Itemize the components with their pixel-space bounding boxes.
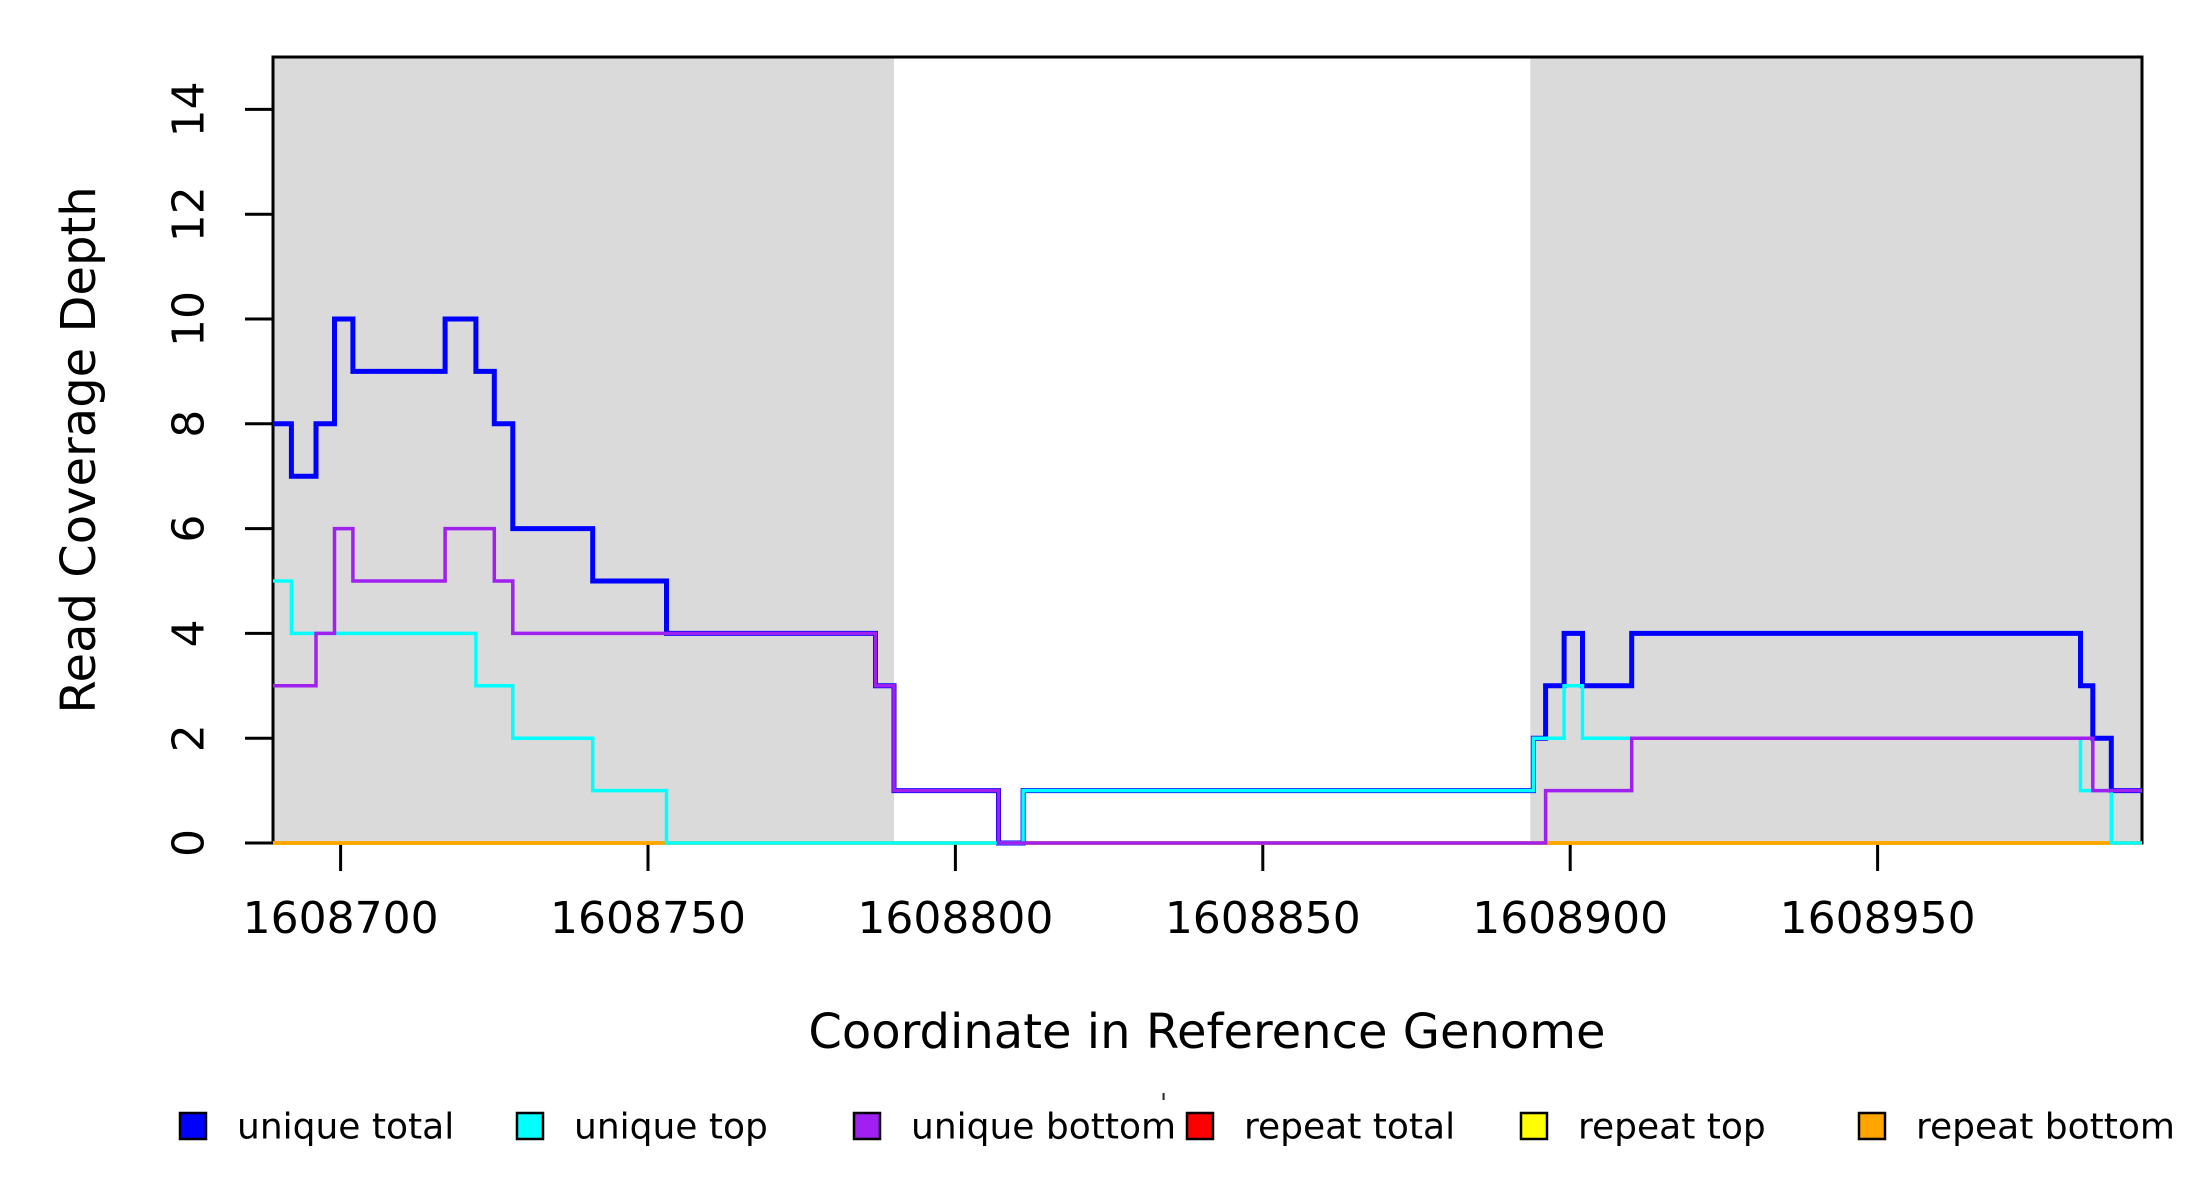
legend-swatch-unique-bottom — [852, 1111, 882, 1141]
legend-swatch-repeat-total — [1185, 1111, 1215, 1141]
legend-item-unique-total: unique total — [178, 1107, 454, 1148]
x-tick-label: 1608800 — [857, 893, 1053, 944]
plot-area: 1608700 1608750 1608800 1608850 1608900 16089… — [163, 55, 2144, 944]
legend-swatch-unique-total — [178, 1111, 208, 1141]
x-tick-label: 1608700 — [243, 893, 439, 944]
legend-item-unique-top: unique top — [515, 1107, 768, 1148]
legend-label-repeat-bottom: repeat bottom — [1916, 1107, 2175, 1148]
legend-swatch-repeat-top — [1519, 1111, 1549, 1141]
y-tick-label: 10 — [163, 291, 214, 347]
legend-label-repeat-top: repeat top — [1578, 1107, 1766, 1148]
legend-label-repeat-total: repeat total — [1244, 1107, 1455, 1148]
y-tick-label: 2 — [163, 724, 214, 752]
x-tick-label: 1608950 — [1780, 893, 1976, 944]
legend-label-unique-bottom: unique bottom — [911, 1107, 1176, 1148]
legend-label-unique-top: unique top — [574, 1107, 768, 1148]
y-tick-label: 4 — [163, 619, 214, 647]
series-line-unique-top — [273, 579, 2142, 845]
x-tick-label: 1608750 — [550, 893, 746, 944]
legend-swatch-repeat-bottom — [1857, 1111, 1887, 1141]
legend-item-unique-bottom: unique bottom — [852, 1107, 1176, 1148]
legend-item-repeat-total: repeat total — [1185, 1107, 1455, 1148]
y-tick-label: 8 — [163, 410, 214, 438]
y-tick-label: 12 — [163, 186, 214, 242]
x-axis-title: Coordinate in Reference Genome — [808, 1004, 1605, 1060]
legend-item-repeat-top: repeat top — [1519, 1107, 1766, 1148]
left-repeat-region-shading — [273, 57, 894, 843]
y-tick-label: 6 — [163, 515, 214, 543]
legend: unique total unique top unique bottom repea… — [178, 1107, 2175, 1148]
legend-item-repeat-bottom: repeat bottom — [1857, 1107, 2175, 1148]
y-axis-title: Read Coverage Depth — [51, 186, 107, 713]
y-tick-label: 0 — [163, 829, 214, 857]
legend-label-unique-total: unique total — [237, 1107, 454, 1148]
legend-swatch-unique-top — [515, 1111, 545, 1141]
y-tick-label: 14 — [163, 81, 214, 137]
right-repeat-region-shading — [1530, 57, 2142, 843]
series-line-unique-bottom — [273, 526, 2142, 845]
x-tick-label: 1608850 — [1165, 893, 1361, 944]
x-tick-label: 1608900 — [1472, 893, 1668, 944]
stray-mark: ' — [1160, 1089, 1167, 1119]
